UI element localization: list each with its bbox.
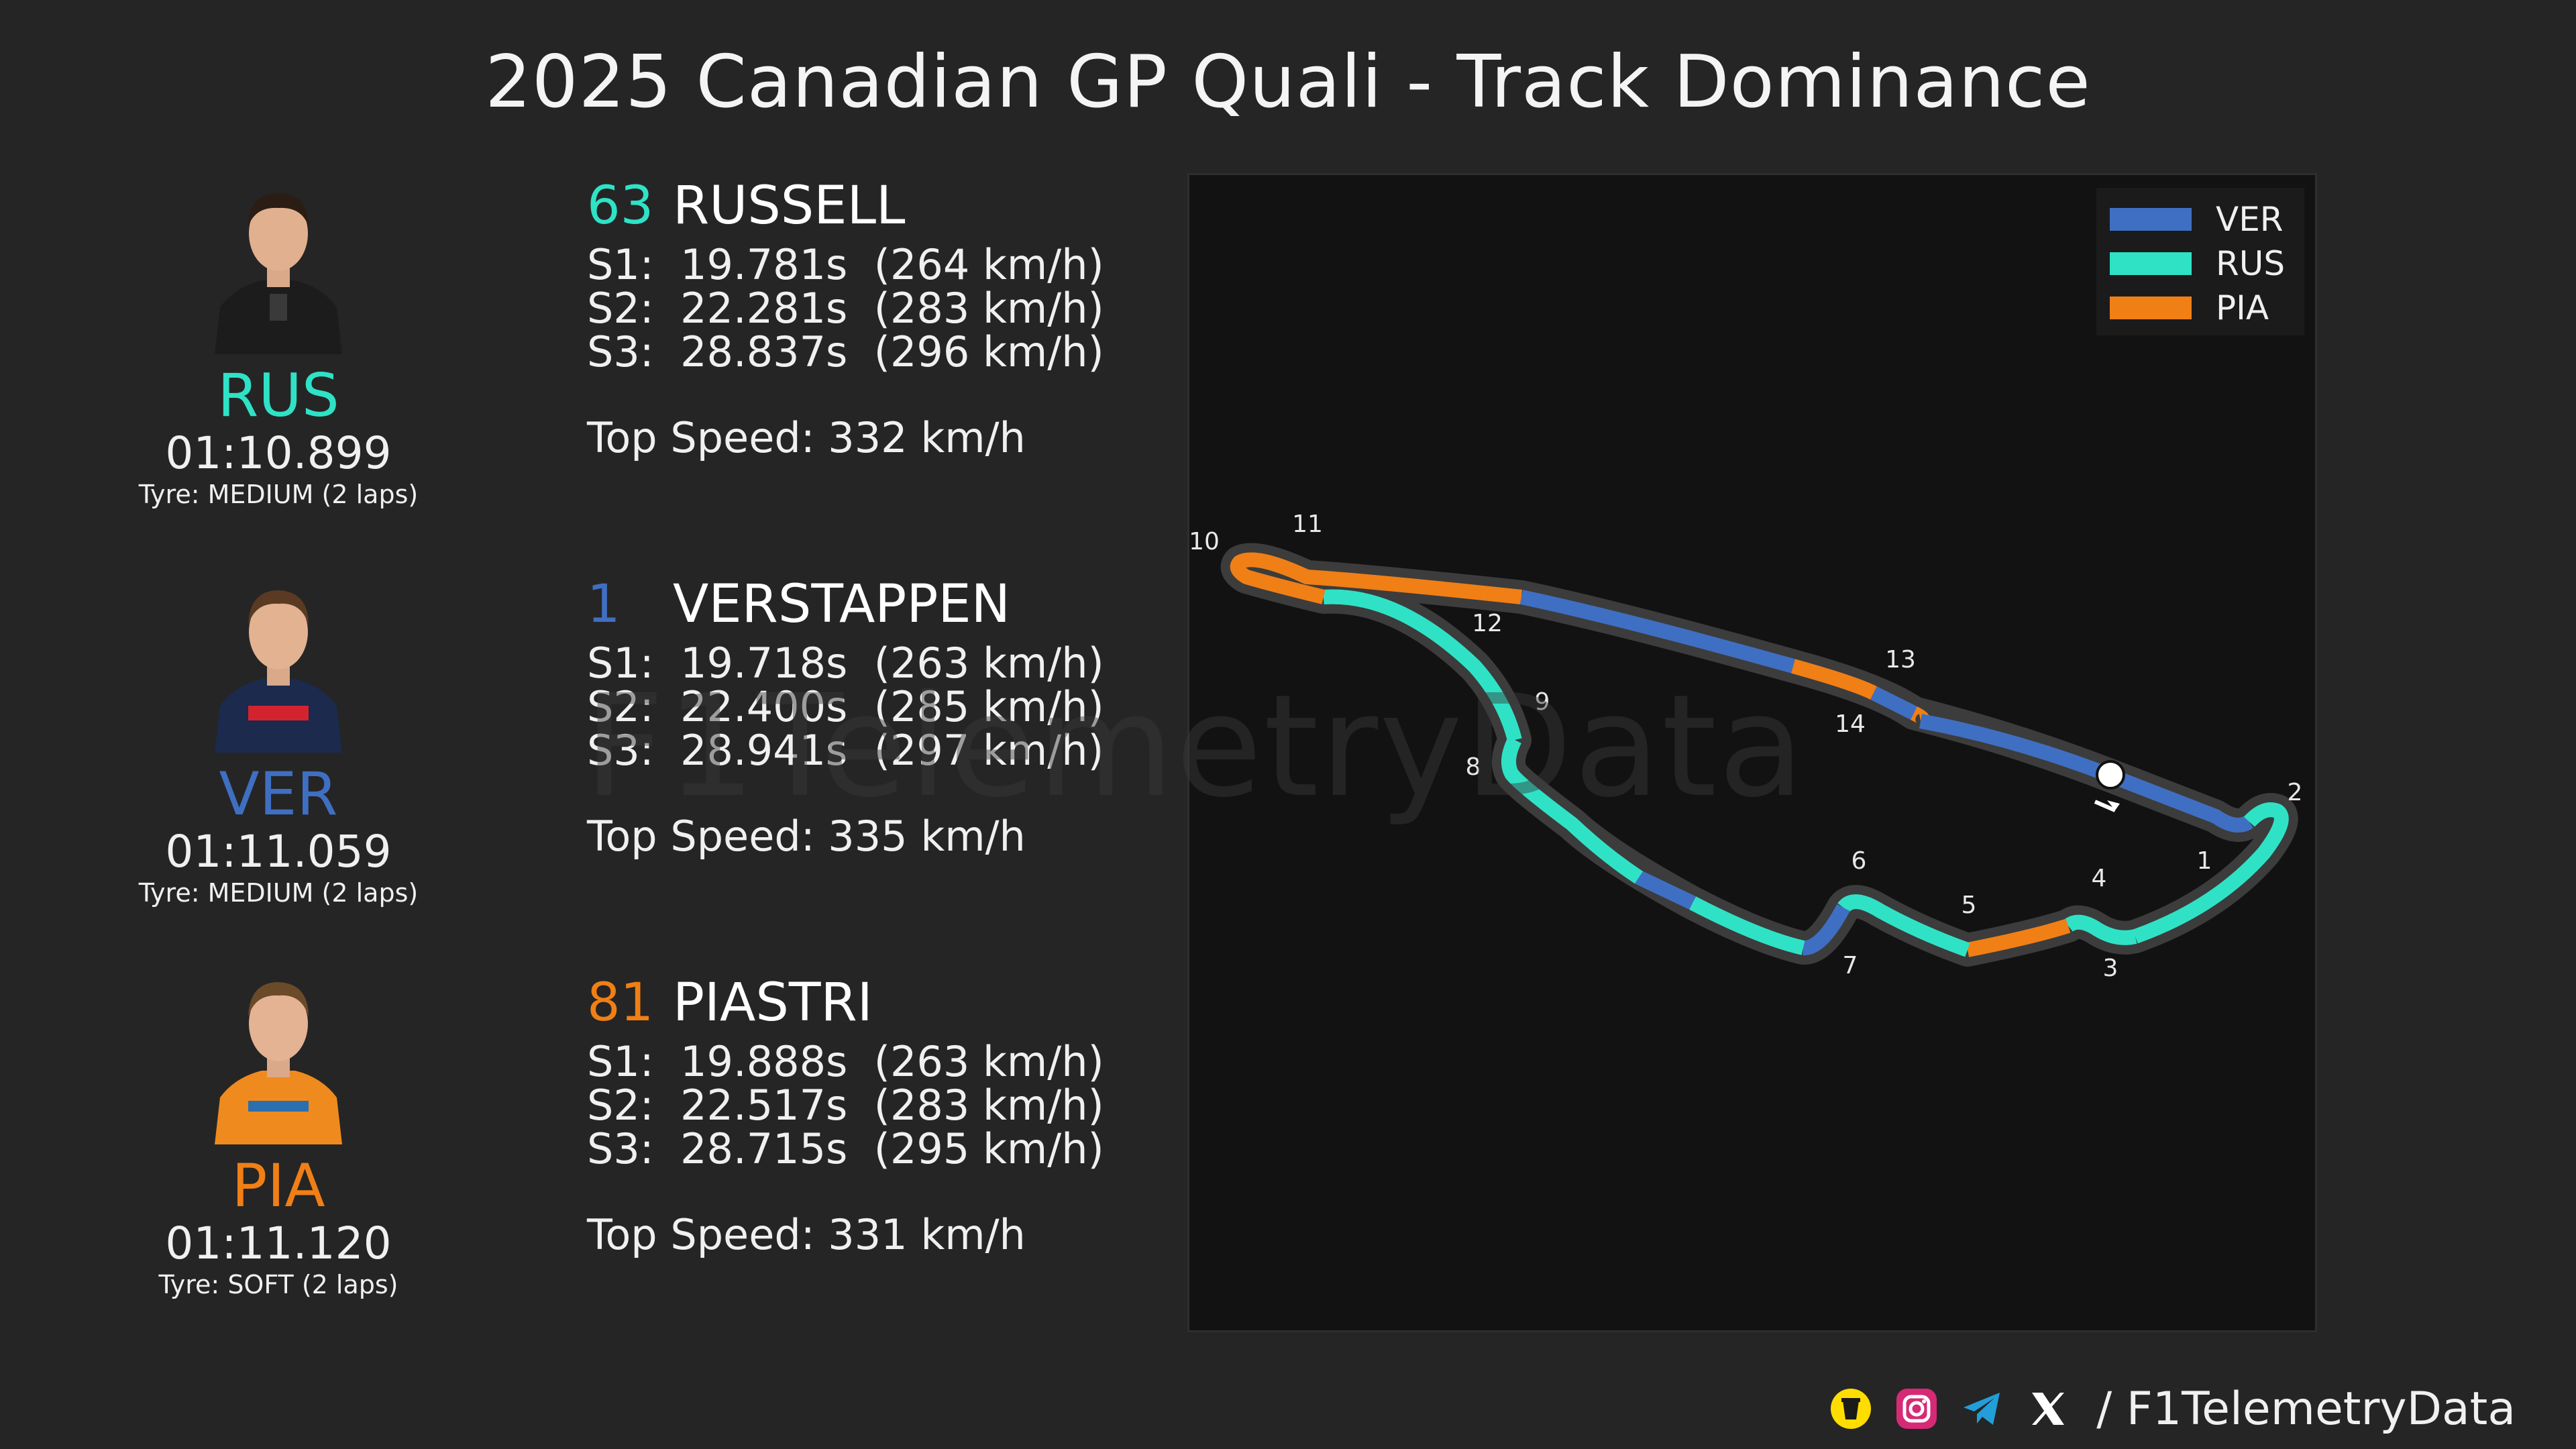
track-segment-pia (1230, 552, 1523, 604)
watermark: F1TelemetryData (584, 664, 1806, 828)
track-segment-rus (1688, 896, 1805, 955)
legend: VER RUS PIA (2096, 188, 2304, 335)
track-segment-rus (2063, 914, 2137, 945)
driver-name-ver: VERSTAPPEN (673, 574, 1011, 635)
driver-number-pia: 81 (587, 973, 654, 1033)
driver-name-rus: RUSSELL (673, 176, 906, 236)
corner-label-14: 14 (1835, 710, 1866, 738)
corner-label-10: 10 (1189, 528, 1220, 555)
stats-rus: 63 RUSSELL S1: 19.781s (264 km/h) S2: 22.… (587, 176, 1191, 460)
legend-label-pia: PIA (2216, 288, 2269, 327)
corner-label-6: 6 (1851, 847, 1867, 875)
driver-tyre-pia: Tyre: SOFT (2 laps) (158, 1270, 398, 1299)
start-finish-marker (2096, 760, 2125, 790)
corner-label-1: 1 (2197, 847, 2212, 875)
sector2-rus: S2: 22.281s (283 km/h) (587, 284, 1104, 333)
stats-header-pia: 81 PIASTRI (587, 973, 1191, 1033)
sector1-pia: S1: 19.888s (263 km/h) (587, 1037, 1104, 1086)
track-map-panel: 1 2 3 4 5 6 7 8 9 10 11 12 13 14 (1187, 173, 2317, 1332)
corner-label-8: 8 (1466, 753, 1481, 781)
driver-photo-rus (208, 173, 349, 354)
page-title: 2025 Canadian GP Quali - Track Dominance (485, 40, 2091, 124)
sector1-rus: S1: 19.781s (264 km/h) (587, 240, 1104, 289)
direction-arrow-head-icon (2107, 800, 2120, 810)
direction-arrow-icon (2094, 800, 2116, 812)
legend-swatch-rus (2110, 252, 2192, 275)
instagram-icon[interactable] (1895, 1387, 1938, 1430)
driver-laptime-pia: 01:11.120 (165, 1218, 392, 1269)
top-speed-rus: Top Speed: 332 km/h (587, 413, 1026, 462)
driver-card-rus: RUS 01:10.899 Tyre: MEDIUM (2 laps) (74, 173, 483, 510)
sector3-pia: S3: 28.715s (295 km/h) (587, 1124, 1104, 1173)
track-segment-rus (2133, 802, 2289, 944)
track-segment-ver (1803, 904, 1850, 955)
legend-item-rus: RUS (2110, 241, 2291, 286)
sector2-ver: S2: 22.400s (285 km/h) (587, 682, 1104, 731)
stats-header-ver: 1 VERSTAPPEN (587, 574, 1191, 635)
track-segment-pia (1966, 918, 2071, 957)
driver-number-rus: 63 (587, 176, 654, 236)
driver-laptime-ver: 01:11.059 (165, 826, 392, 877)
stats-header-rus: 63 RUSSELL (587, 176, 1191, 236)
bmc-icon[interactable] (1829, 1387, 1872, 1430)
driver-card-ver: VER 01:11.059 Tyre: MEDIUM (2 laps) (74, 572, 483, 908)
sector3-rus: S3: 28.837s (296 km/h) (587, 327, 1104, 376)
corner-label-5: 5 (1962, 892, 1977, 919)
driver-name-pia: PIASTRI (673, 973, 873, 1033)
sector2-pia: S2: 22.517s (283 km/h) (587, 1081, 1104, 1130)
stats-ver: 1 VERSTAPPEN S1: 19.718s (263 km/h) S2: 2… (587, 574, 1191, 858)
track-segment-ver (2106, 767, 2253, 833)
track-segment-ver (1870, 686, 1917, 720)
stats-pia: 81 PIASTRI S1: 19.888s (263 km/h) S2: 22.… (587, 973, 1191, 1256)
telegram-icon[interactable] (1961, 1387, 2004, 1430)
sector1-ver: S1: 19.718s (263 km/h) (587, 639, 1104, 688)
driver-code-pia: PIA (231, 1151, 325, 1220)
driver-tyre-rus: Tyre: MEDIUM (2 laps) (138, 480, 419, 509)
corner-label-11: 11 (1292, 511, 1323, 538)
track-segment-rus (1501, 737, 1644, 884)
sector3-ver: S3: 28.941s (297 km/h) (587, 726, 1104, 775)
track-segment-rus (1323, 589, 1522, 742)
footer: / F1TelemetryData (1829, 1382, 2516, 1436)
driver-photo-pia (208, 963, 349, 1144)
track-segment-rus (1837, 894, 1970, 957)
x-icon[interactable] (2027, 1387, 2070, 1430)
top-speed-pia: Top Speed: 331 km/h (587, 1210, 1026, 1259)
driver-number-ver: 1 (587, 574, 621, 635)
legend-swatch-ver (2110, 208, 2192, 231)
driver-laptime-rus: 01:10.899 (165, 427, 392, 479)
corner-label-7: 7 (1843, 952, 1858, 979)
track-segment-pia (1791, 659, 1877, 700)
legend-label-rus: RUS (2216, 244, 2286, 283)
legend-label-ver: VER (2216, 200, 2284, 239)
corner-label-13: 13 (1885, 646, 1916, 674)
legend-swatch-pia (2110, 297, 2192, 319)
driver-card-pia: PIA 01:11.120 Tyre: SOFT (2 laps) (74, 963, 483, 1300)
legend-item-ver: VER (2110, 197, 2291, 241)
driver-code-ver: VER (219, 759, 338, 828)
legend-item-pia: PIA (2110, 286, 2291, 330)
corner-label-2: 2 (2288, 779, 2303, 806)
corner-label-12: 12 (1472, 610, 1503, 637)
driver-photo-ver (208, 572, 349, 753)
corner-label-3: 3 (2103, 955, 2118, 982)
track-segment-ver (1519, 590, 1795, 674)
top-speed-ver: Top Speed: 335 km/h (587, 812, 1026, 861)
driver-code-rus: RUS (217, 361, 339, 430)
corner-label-4: 4 (2092, 865, 2107, 892)
social-handle[interactable]: / F1TelemetryData (2096, 1382, 2516, 1436)
track-segment-ver (1919, 714, 2111, 782)
driver-tyre-ver: Tyre: MEDIUM (2 laps) (138, 878, 419, 908)
corner-label-9: 9 (1535, 688, 1550, 716)
